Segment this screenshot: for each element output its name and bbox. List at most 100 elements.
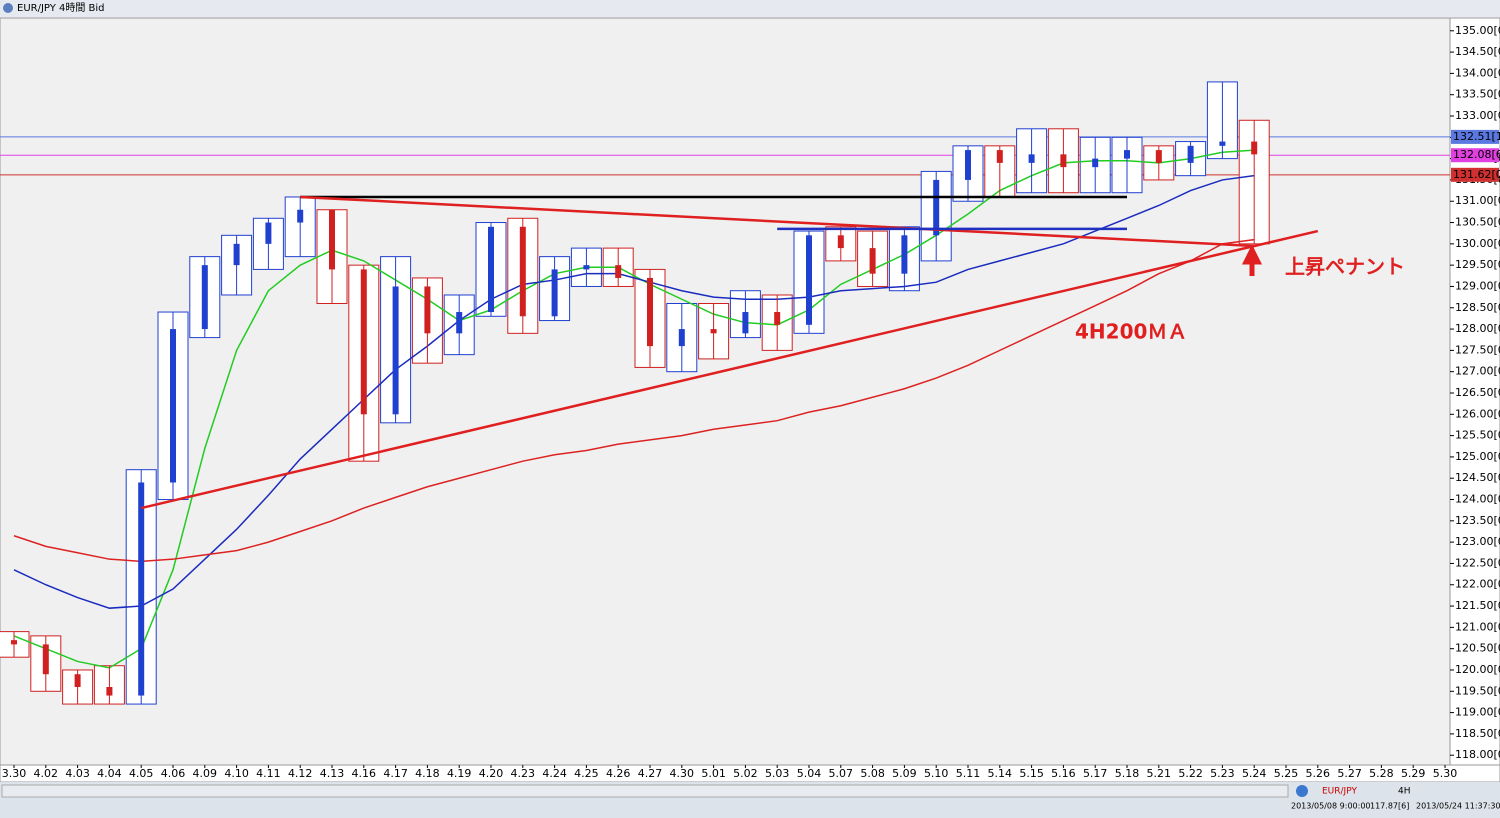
x-tick-label: 5.15 — [1019, 767, 1044, 780]
y-tick-label: 124.00[0 — [1455, 493, 1500, 506]
globe-button[interactable] — [1296, 785, 1308, 797]
x-tick-label: 4.04 — [97, 767, 122, 780]
x-tick-label: 4.18 — [415, 767, 440, 780]
x-tick-label: 5.10 — [924, 767, 949, 780]
x-tick-label: 4.10 — [224, 767, 249, 780]
x-tick-label: 4.19 — [447, 767, 472, 780]
y-tick-label: 119.50[0 — [1455, 684, 1500, 697]
candle-body — [551, 269, 558, 317]
candle-body — [329, 209, 335, 270]
x-tick-label: 5.01 — [701, 767, 726, 780]
price-label-bg — [1451, 129, 1499, 144]
window-icon — [3, 3, 13, 13]
y-tick-label: 122.00[0 — [1455, 578, 1500, 591]
y-tick-label: 131.00[0 — [1455, 194, 1500, 207]
x-tick-label: 4.27 — [638, 767, 663, 780]
y-tick-label: 125.50[0 — [1455, 429, 1500, 442]
x-tick-label: 4.02 — [34, 767, 59, 780]
x-tick-label: 5.27 — [1337, 767, 1362, 780]
candle-body — [901, 235, 908, 274]
x-tick-label: 4.09 — [193, 767, 218, 780]
candle-body — [1124, 150, 1130, 159]
x-tick-label: 4.17 — [383, 767, 408, 780]
candle-body — [74, 674, 81, 688]
candle-body — [106, 687, 113, 696]
candle-body — [933, 179, 940, 236]
x-tick-label: 4.06 — [161, 767, 186, 780]
timeframe-label[interactable]: 4H — [1398, 787, 1411, 797]
candle-body — [965, 150, 971, 180]
candle-body — [1060, 154, 1067, 168]
x-tick-label: 5.11 — [956, 767, 981, 780]
x-tick-label: 5.09 — [892, 767, 917, 780]
y-tick-label: 134.50[0 — [1455, 45, 1500, 58]
x-tick-label: 4.20 — [479, 767, 504, 780]
status-end: 2013/05/24 11:37:30 — [1416, 802, 1500, 811]
scrollbar[interactable] — [1, 784, 1289, 798]
candle-body — [615, 265, 622, 278]
annotation: 4H200ＭＡ — [1075, 320, 1187, 344]
candle-body — [869, 248, 876, 274]
candle-body — [1251, 141, 1258, 155]
x-tick-label: 5.18 — [1115, 767, 1140, 780]
y-tick-label: 130.50[0 — [1455, 216, 1500, 229]
y-tick-label: 118.00[0 — [1455, 748, 1500, 761]
y-tick-label: 119.00[0 — [1455, 706, 1500, 719]
arrow — [1241, 244, 1263, 276]
x-tick-label: 4.12 — [288, 767, 313, 780]
price-label: 132.51[1 — [1453, 130, 1500, 143]
candle-body — [42, 644, 49, 675]
x-tick-label: 4.05 — [129, 767, 154, 780]
y-tick-label: 123.50[0 — [1455, 514, 1500, 527]
candle-body — [424, 286, 431, 334]
y-tick-label: 120.50[0 — [1455, 642, 1500, 655]
x-tick-label: 5.07 — [829, 767, 854, 780]
candle-body — [647, 277, 653, 347]
candle-body — [1187, 145, 1194, 163]
candle-body — [488, 226, 494, 313]
candle-body — [297, 209, 304, 223]
y-tick-label: 133.00[0 — [1455, 109, 1500, 122]
candle-body — [1219, 141, 1226, 146]
candle-body — [678, 329, 685, 347]
x-tick-label: 5.08 — [860, 767, 885, 780]
y-tick-label: 128.50[0 — [1455, 301, 1500, 314]
x-tick-label: 5.23 — [1210, 767, 1235, 780]
y-tick-label: 127.50[0 — [1455, 343, 1500, 356]
title-bar — [0, 0, 1500, 17]
x-tick-label: 5.02 — [733, 767, 758, 780]
candle-body — [519, 226, 526, 317]
moving-average — [13, 174, 1255, 609]
y-tick-label: 123.00[0 — [1455, 535, 1500, 548]
candle-body — [1092, 158, 1099, 168]
y-tick-label: 124.50[0 — [1455, 471, 1500, 484]
x-tick-label: 5.03 — [765, 767, 790, 780]
candle-body — [837, 235, 844, 249]
y-tick-label: 120.00[0 — [1455, 663, 1500, 676]
candle-body — [1028, 154, 1035, 163]
window-title: EUR/JPY 4時間 Bid — [17, 2, 105, 14]
x-tick-label: 5.16 — [1051, 767, 1076, 780]
y-tick-label: 121.50[0 — [1455, 599, 1500, 612]
x-tick-label: 4.16 — [352, 767, 377, 780]
candle-body — [806, 235, 812, 325]
candle-body — [11, 640, 17, 645]
y-tick-label: 118.50[0 — [1455, 727, 1500, 740]
symbol-label[interactable]: EUR/JPY — [1322, 787, 1357, 797]
x-tick-label: 4.24 — [542, 767, 567, 780]
candle-body — [1155, 150, 1162, 163]
trend-line — [300, 195, 1255, 248]
x-tick-label: 4.30 — [670, 767, 695, 780]
x-tick-label: 5.14 — [988, 767, 1013, 780]
x-tick-label: 4.25 — [574, 767, 599, 780]
x-tick-label: 5.24 — [1242, 767, 1267, 780]
x-tick-label: 4.03 — [65, 767, 90, 780]
trend-line — [140, 229, 1319, 510]
y-tick-label: 126.50[0 — [1455, 386, 1500, 399]
price-label-bg — [1451, 167, 1499, 182]
x-tick-label: 4.26 — [606, 767, 631, 780]
candle-body — [233, 243, 240, 266]
x-tick-label: 5.29 — [1401, 767, 1426, 780]
y-tick-label: 130.00[0 — [1455, 237, 1500, 250]
